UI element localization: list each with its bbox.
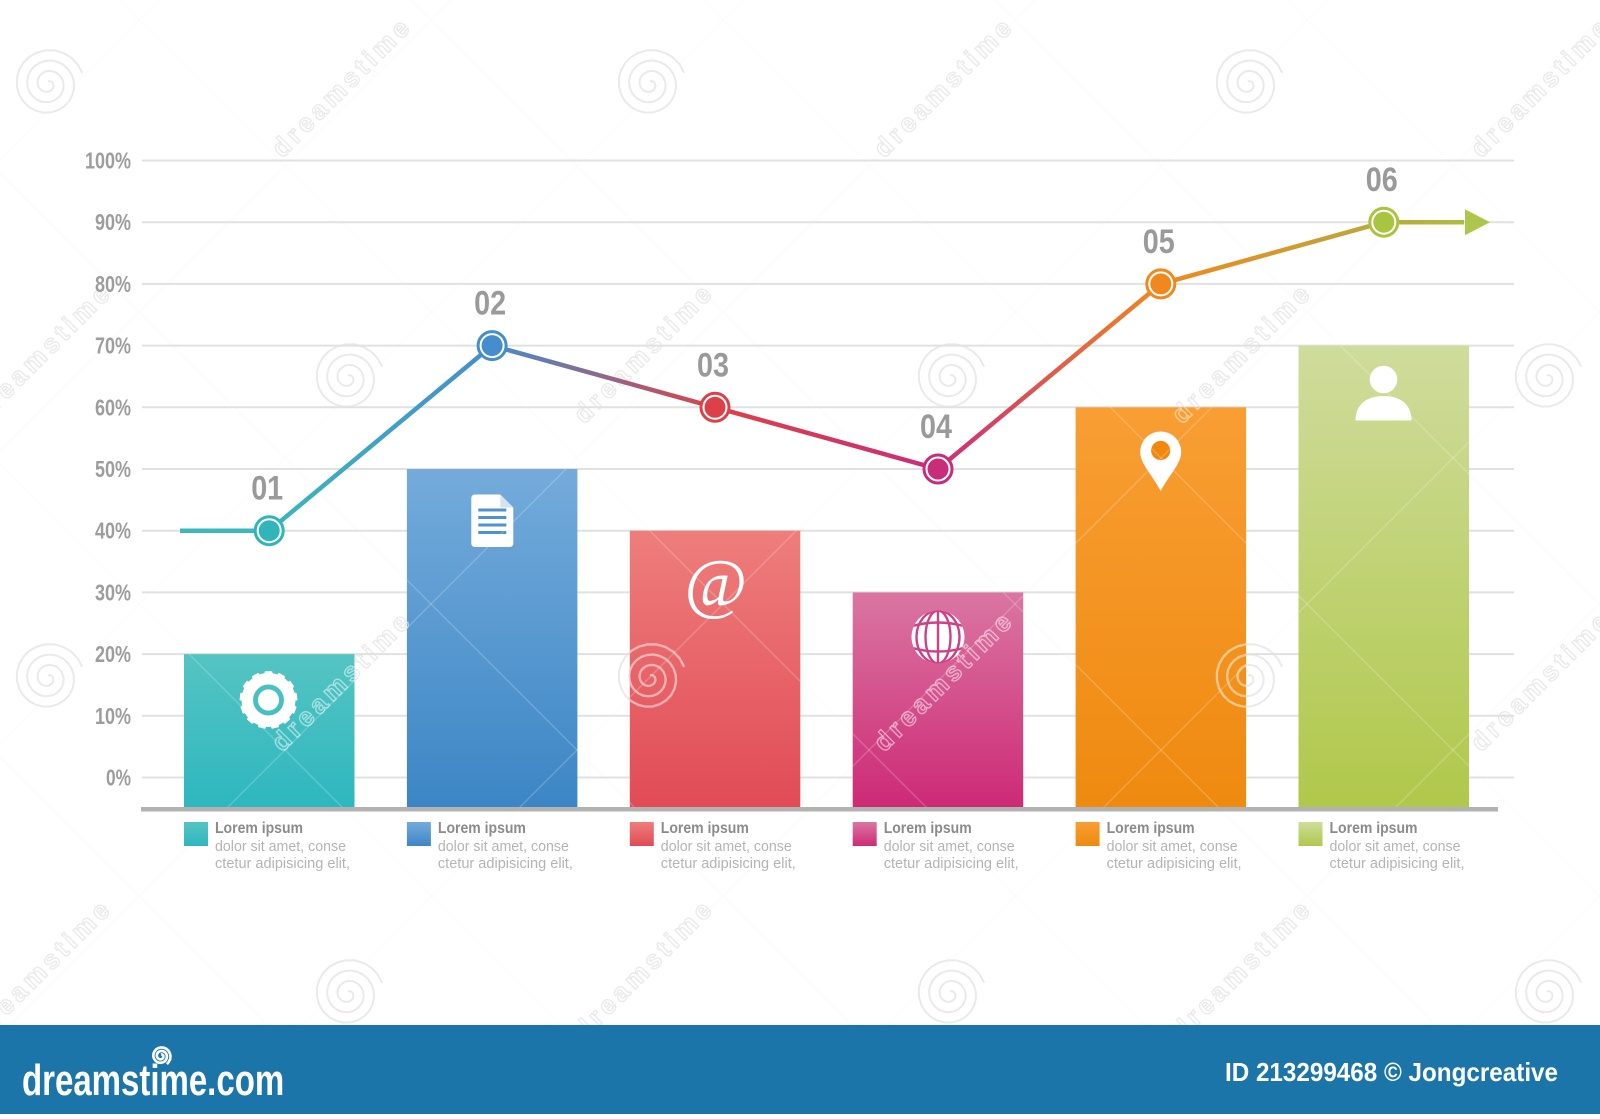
svg-text:@: @ bbox=[684, 545, 747, 621]
svg-text:04: 04 bbox=[920, 408, 952, 446]
svg-text:ID 213299468 © Jongcreative: ID 213299468 © Jongcreative bbox=[1225, 1057, 1558, 1087]
svg-text:80%: 80% bbox=[95, 271, 131, 297]
svg-text:Lorem ipsum: Lorem ipsum bbox=[215, 820, 303, 837]
svg-text:03: 03 bbox=[697, 346, 729, 384]
svg-text:40%: 40% bbox=[95, 518, 131, 544]
svg-text:ctetur adipisicing elit,: ctetur adipisicing elit, bbox=[661, 855, 796, 872]
svg-text:dolor sit amet, conse: dolor sit amet, conse bbox=[884, 838, 1015, 855]
svg-text:dolor sit amet, conse: dolor sit amet, conse bbox=[1107, 838, 1238, 855]
svg-text:dolor sit amet, conse: dolor sit amet, conse bbox=[661, 838, 792, 855]
svg-text:dolor sit amet, conse: dolor sit amet, conse bbox=[438, 838, 569, 855]
svg-text:50%: 50% bbox=[95, 456, 131, 482]
svg-text:10%: 10% bbox=[95, 703, 131, 729]
svg-text:Lorem ipsum: Lorem ipsum bbox=[438, 820, 526, 837]
svg-text:60%: 60% bbox=[95, 394, 131, 420]
svg-text:ctetur adipisicing elit,: ctetur adipisicing elit, bbox=[215, 855, 350, 872]
svg-text:Lorem ipsum: Lorem ipsum bbox=[1107, 820, 1195, 837]
svg-text:dreamstime.com: dreamstime.com bbox=[22, 1057, 284, 1106]
svg-text:0%: 0% bbox=[106, 765, 131, 791]
svg-text:100%: 100% bbox=[85, 148, 131, 174]
svg-text:dolor sit amet, conse: dolor sit amet, conse bbox=[1330, 838, 1461, 855]
svg-text:ctetur adipisicing elit,: ctetur adipisicing elit, bbox=[438, 855, 573, 872]
svg-text:06: 06 bbox=[1366, 161, 1398, 199]
svg-text:Lorem ipsum: Lorem ipsum bbox=[661, 820, 749, 837]
svg-text:ctetur adipisicing elit,: ctetur adipisicing elit, bbox=[1107, 855, 1242, 872]
svg-text:Lorem ipsum: Lorem ipsum bbox=[1330, 820, 1418, 837]
svg-text:ctetur adipisicing elit,: ctetur adipisicing elit, bbox=[884, 855, 1019, 872]
svg-text:dolor sit amet, conse: dolor sit amet, conse bbox=[215, 838, 346, 855]
svg-text:02: 02 bbox=[474, 285, 506, 323]
svg-text:20%: 20% bbox=[95, 641, 131, 667]
svg-text:01: 01 bbox=[251, 470, 283, 508]
svg-text:70%: 70% bbox=[95, 333, 131, 359]
svg-text:90%: 90% bbox=[95, 209, 131, 235]
svg-text:Lorem ipsum: Lorem ipsum bbox=[884, 820, 972, 837]
svg-text:ctetur adipisicing elit,: ctetur adipisicing elit, bbox=[1330, 855, 1465, 872]
svg-text:30%: 30% bbox=[95, 579, 131, 605]
svg-text:05: 05 bbox=[1143, 223, 1175, 261]
